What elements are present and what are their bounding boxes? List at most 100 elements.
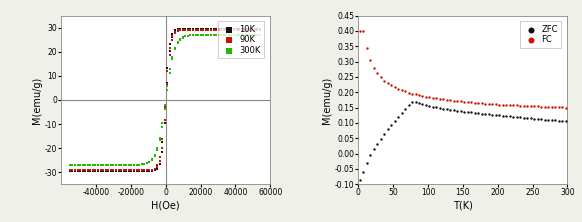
- Point: [93, 163, 102, 167]
- FC: [456, 100, 466, 103]
- Point: [132, 168, 141, 172]
- FC: [516, 104, 525, 107]
- Point: [134, 169, 144, 173]
- Point: [219, 28, 228, 31]
- Point: [196, 27, 205, 31]
- Point: [196, 33, 205, 37]
- Point: [235, 33, 244, 37]
- Point: [206, 33, 215, 37]
- Point: [83, 168, 93, 172]
- Point: [183, 28, 193, 31]
- Point: [255, 28, 264, 31]
- Point: [176, 28, 185, 32]
- Point: [83, 163, 93, 167]
- Point: [104, 169, 113, 173]
- Point: [152, 148, 162, 152]
- Point: [204, 33, 213, 37]
- Point: [155, 159, 164, 163]
- ZFC: [481, 112, 490, 116]
- Point: [127, 168, 136, 172]
- Point: [250, 33, 259, 37]
- Point: [191, 33, 200, 37]
- Point: [127, 163, 136, 167]
- Point: [150, 167, 159, 171]
- Point: [122, 169, 131, 173]
- Point: [70, 168, 80, 172]
- Point: [189, 28, 198, 31]
- Point: [235, 28, 244, 31]
- Point: [80, 169, 90, 173]
- Point: [124, 169, 133, 173]
- Point: [242, 33, 251, 37]
- Point: [168, 38, 177, 42]
- ZFC: [470, 111, 480, 115]
- Point: [122, 163, 131, 167]
- Point: [107, 168, 116, 172]
- ZFC: [359, 170, 368, 174]
- Point: [107, 169, 116, 173]
- Point: [129, 168, 139, 172]
- Point: [237, 27, 246, 31]
- Point: [180, 35, 190, 38]
- Point: [160, 105, 169, 109]
- Point: [163, 84, 172, 88]
- Point: [134, 168, 144, 172]
- Point: [217, 33, 226, 37]
- Point: [180, 28, 190, 31]
- Point: [114, 168, 123, 172]
- Point: [145, 160, 154, 164]
- Point: [129, 163, 139, 167]
- ZFC: [442, 107, 452, 111]
- Point: [240, 28, 249, 31]
- Point: [155, 163, 164, 166]
- FC: [369, 66, 378, 70]
- Point: [178, 36, 187, 39]
- FC: [407, 92, 417, 95]
- Point: [86, 169, 95, 173]
- Point: [73, 168, 82, 172]
- Point: [114, 169, 123, 173]
- ZFC: [362, 161, 371, 164]
- Point: [201, 27, 211, 31]
- ZFC: [355, 178, 364, 181]
- ZFC: [418, 103, 427, 106]
- Point: [86, 168, 95, 172]
- Point: [147, 168, 157, 172]
- Point: [171, 30, 180, 33]
- Point: [86, 163, 95, 167]
- FC: [540, 105, 549, 109]
- Point: [196, 27, 205, 31]
- Point: [163, 66, 172, 69]
- FC: [523, 104, 532, 108]
- Point: [155, 139, 164, 142]
- Point: [255, 33, 264, 37]
- Point: [98, 163, 108, 167]
- Point: [107, 168, 116, 172]
- Point: [204, 27, 213, 31]
- Point: [247, 33, 257, 37]
- Point: [150, 167, 159, 170]
- Point: [217, 28, 226, 31]
- ZFC: [386, 123, 396, 127]
- FC: [393, 87, 403, 91]
- ZFC: [369, 147, 378, 151]
- Point: [163, 88, 172, 92]
- Point: [134, 168, 144, 172]
- Point: [224, 33, 233, 37]
- FC: [439, 98, 448, 101]
- ZFC: [558, 119, 567, 123]
- Point: [147, 168, 157, 171]
- Point: [119, 168, 129, 172]
- ZFC: [446, 108, 455, 111]
- ZFC: [456, 109, 466, 113]
- Point: [68, 168, 77, 172]
- Point: [219, 27, 228, 31]
- Point: [152, 166, 162, 169]
- Point: [158, 141, 167, 144]
- Point: [111, 163, 120, 167]
- FC: [544, 105, 553, 109]
- Point: [137, 169, 146, 173]
- Point: [253, 28, 262, 31]
- Point: [245, 27, 254, 31]
- Point: [209, 27, 218, 31]
